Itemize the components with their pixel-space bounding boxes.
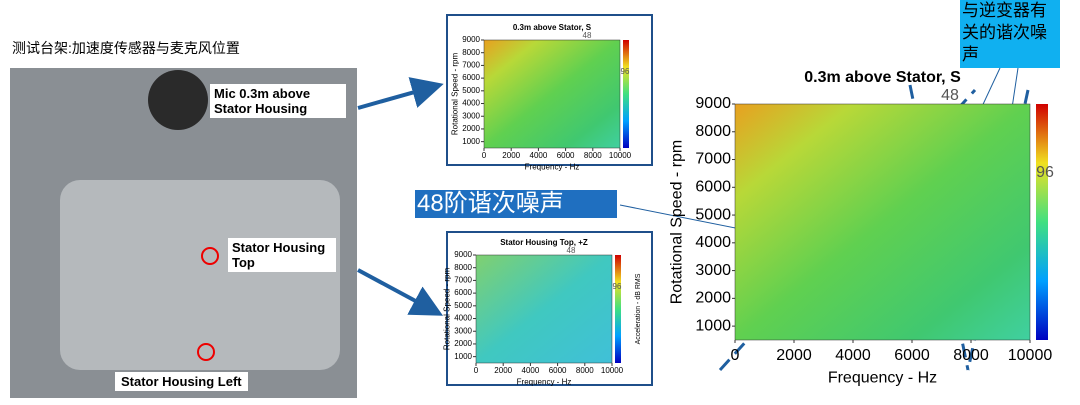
- colorbar: [615, 255, 621, 363]
- y-tick-label: 9000: [454, 250, 472, 259]
- y-tick-label: 8000: [695, 123, 731, 140]
- arrow: [357, 268, 444, 316]
- y-tick-label: 2000: [454, 339, 472, 348]
- colorbar-label: Acceleration - dB RMS: [635, 273, 642, 344]
- y-tick-label: 4000: [462, 99, 480, 108]
- x-tick-label: 8000: [953, 347, 989, 364]
- chart-title: Stator Housing Top, +Z: [500, 238, 588, 247]
- x-tick-label: 6000: [894, 347, 930, 364]
- y-tick-label: 1000: [462, 137, 480, 146]
- y-tick-label: 8000: [454, 263, 472, 272]
- x-axis-label: Frequency - Hz: [517, 377, 572, 386]
- photo-label: Mic 0.3m above Stator Housing: [210, 84, 346, 118]
- arrow: [357, 77, 444, 110]
- y-tick-label: 4000: [695, 234, 731, 251]
- microphone: [148, 70, 208, 130]
- y-tick-label: 6000: [462, 73, 480, 82]
- y-tick-label: 5000: [462, 86, 480, 95]
- photo-label: Stator Housing Top: [228, 238, 336, 272]
- y-tick-label: 5000: [454, 301, 472, 310]
- order-label: 96: [613, 282, 622, 291]
- x-tick-label: 0: [731, 347, 740, 364]
- inverter-callout: 与逆变器有关的谐次噪声: [960, 0, 1060, 68]
- chart-title: 0.3m above Stator, S: [513, 23, 592, 32]
- y-tick-label: 7000: [454, 276, 472, 285]
- chart-title: 0.3m above Stator, S: [804, 69, 961, 86]
- chart-frame: [446, 231, 653, 386]
- x-tick-label: 8000: [584, 151, 602, 160]
- y-tick-label: 6000: [695, 179, 731, 196]
- y-tick-label: 9000: [462, 35, 480, 44]
- order-callout: 48阶谐次噪声: [415, 190, 617, 218]
- y-tick-label: 3000: [462, 111, 480, 120]
- x-tick-label: 2000: [494, 366, 512, 375]
- order-label: 48: [941, 87, 959, 104]
- y-axis-label: Rotational Speed - rpm: [442, 268, 451, 351]
- x-tick-label: 0: [482, 151, 487, 160]
- x-tick-label: 4000: [835, 347, 871, 364]
- sensor-marker: [197, 343, 215, 361]
- y-tick-label: 1000: [695, 317, 731, 334]
- y-tick-label: 2000: [695, 290, 731, 307]
- spectrogram: [734, 103, 1031, 341]
- y-tick-label: 7000: [462, 61, 480, 70]
- y-tick-label: 8000: [462, 48, 480, 57]
- caption: 测试台架:加速度传感器与麦克风位置: [12, 40, 240, 56]
- y-tick-label: 1000: [454, 352, 472, 361]
- x-tick-label: 10000: [601, 366, 624, 375]
- stator-housing: [60, 180, 340, 370]
- x-tick-label: 4000: [530, 151, 548, 160]
- x-tick-label: 2000: [502, 151, 520, 160]
- colorbar: [1036, 104, 1048, 340]
- x-tick-label: 10000: [1008, 347, 1053, 364]
- sensor-marker: [201, 247, 219, 265]
- y-axis-label: Rotational Speed - rpm: [669, 140, 686, 305]
- y-tick-label: 4000: [454, 314, 472, 323]
- y-axis-label: Rotational Speed - rpm: [450, 53, 459, 136]
- photo-label: Stator Housing Left: [115, 372, 248, 391]
- x-tick-label: 2000: [776, 347, 812, 364]
- y-tick-label: 2000: [462, 124, 480, 133]
- x-tick-label: 6000: [557, 151, 575, 160]
- x-tick-label: 6000: [549, 366, 567, 375]
- y-tick-label: 5000: [695, 206, 731, 223]
- spectrogram: [475, 254, 613, 364]
- y-tick-label: 7000: [695, 151, 731, 168]
- x-tick-label: 4000: [522, 366, 540, 375]
- order-label: 96: [621, 67, 630, 76]
- spectrogram: [483, 39, 621, 149]
- order-label: 96: [1036, 164, 1054, 181]
- y-tick-label: 3000: [695, 262, 731, 279]
- y-tick-label: 6000: [454, 288, 472, 297]
- order-label: 48: [567, 246, 576, 255]
- x-axis-label: Frequency - Hz: [828, 370, 937, 387]
- colorbar: [623, 40, 629, 148]
- x-axis-label: Frequency - Hz: [525, 162, 580, 171]
- order-label: 48: [583, 31, 592, 40]
- x-tick-label: 10000: [609, 151, 632, 160]
- y-tick-label: 3000: [454, 326, 472, 335]
- x-tick-label: 0: [474, 366, 479, 375]
- chart-frame: [446, 14, 653, 166]
- x-tick-label: 8000: [576, 366, 594, 375]
- y-tick-label: 9000: [695, 95, 731, 112]
